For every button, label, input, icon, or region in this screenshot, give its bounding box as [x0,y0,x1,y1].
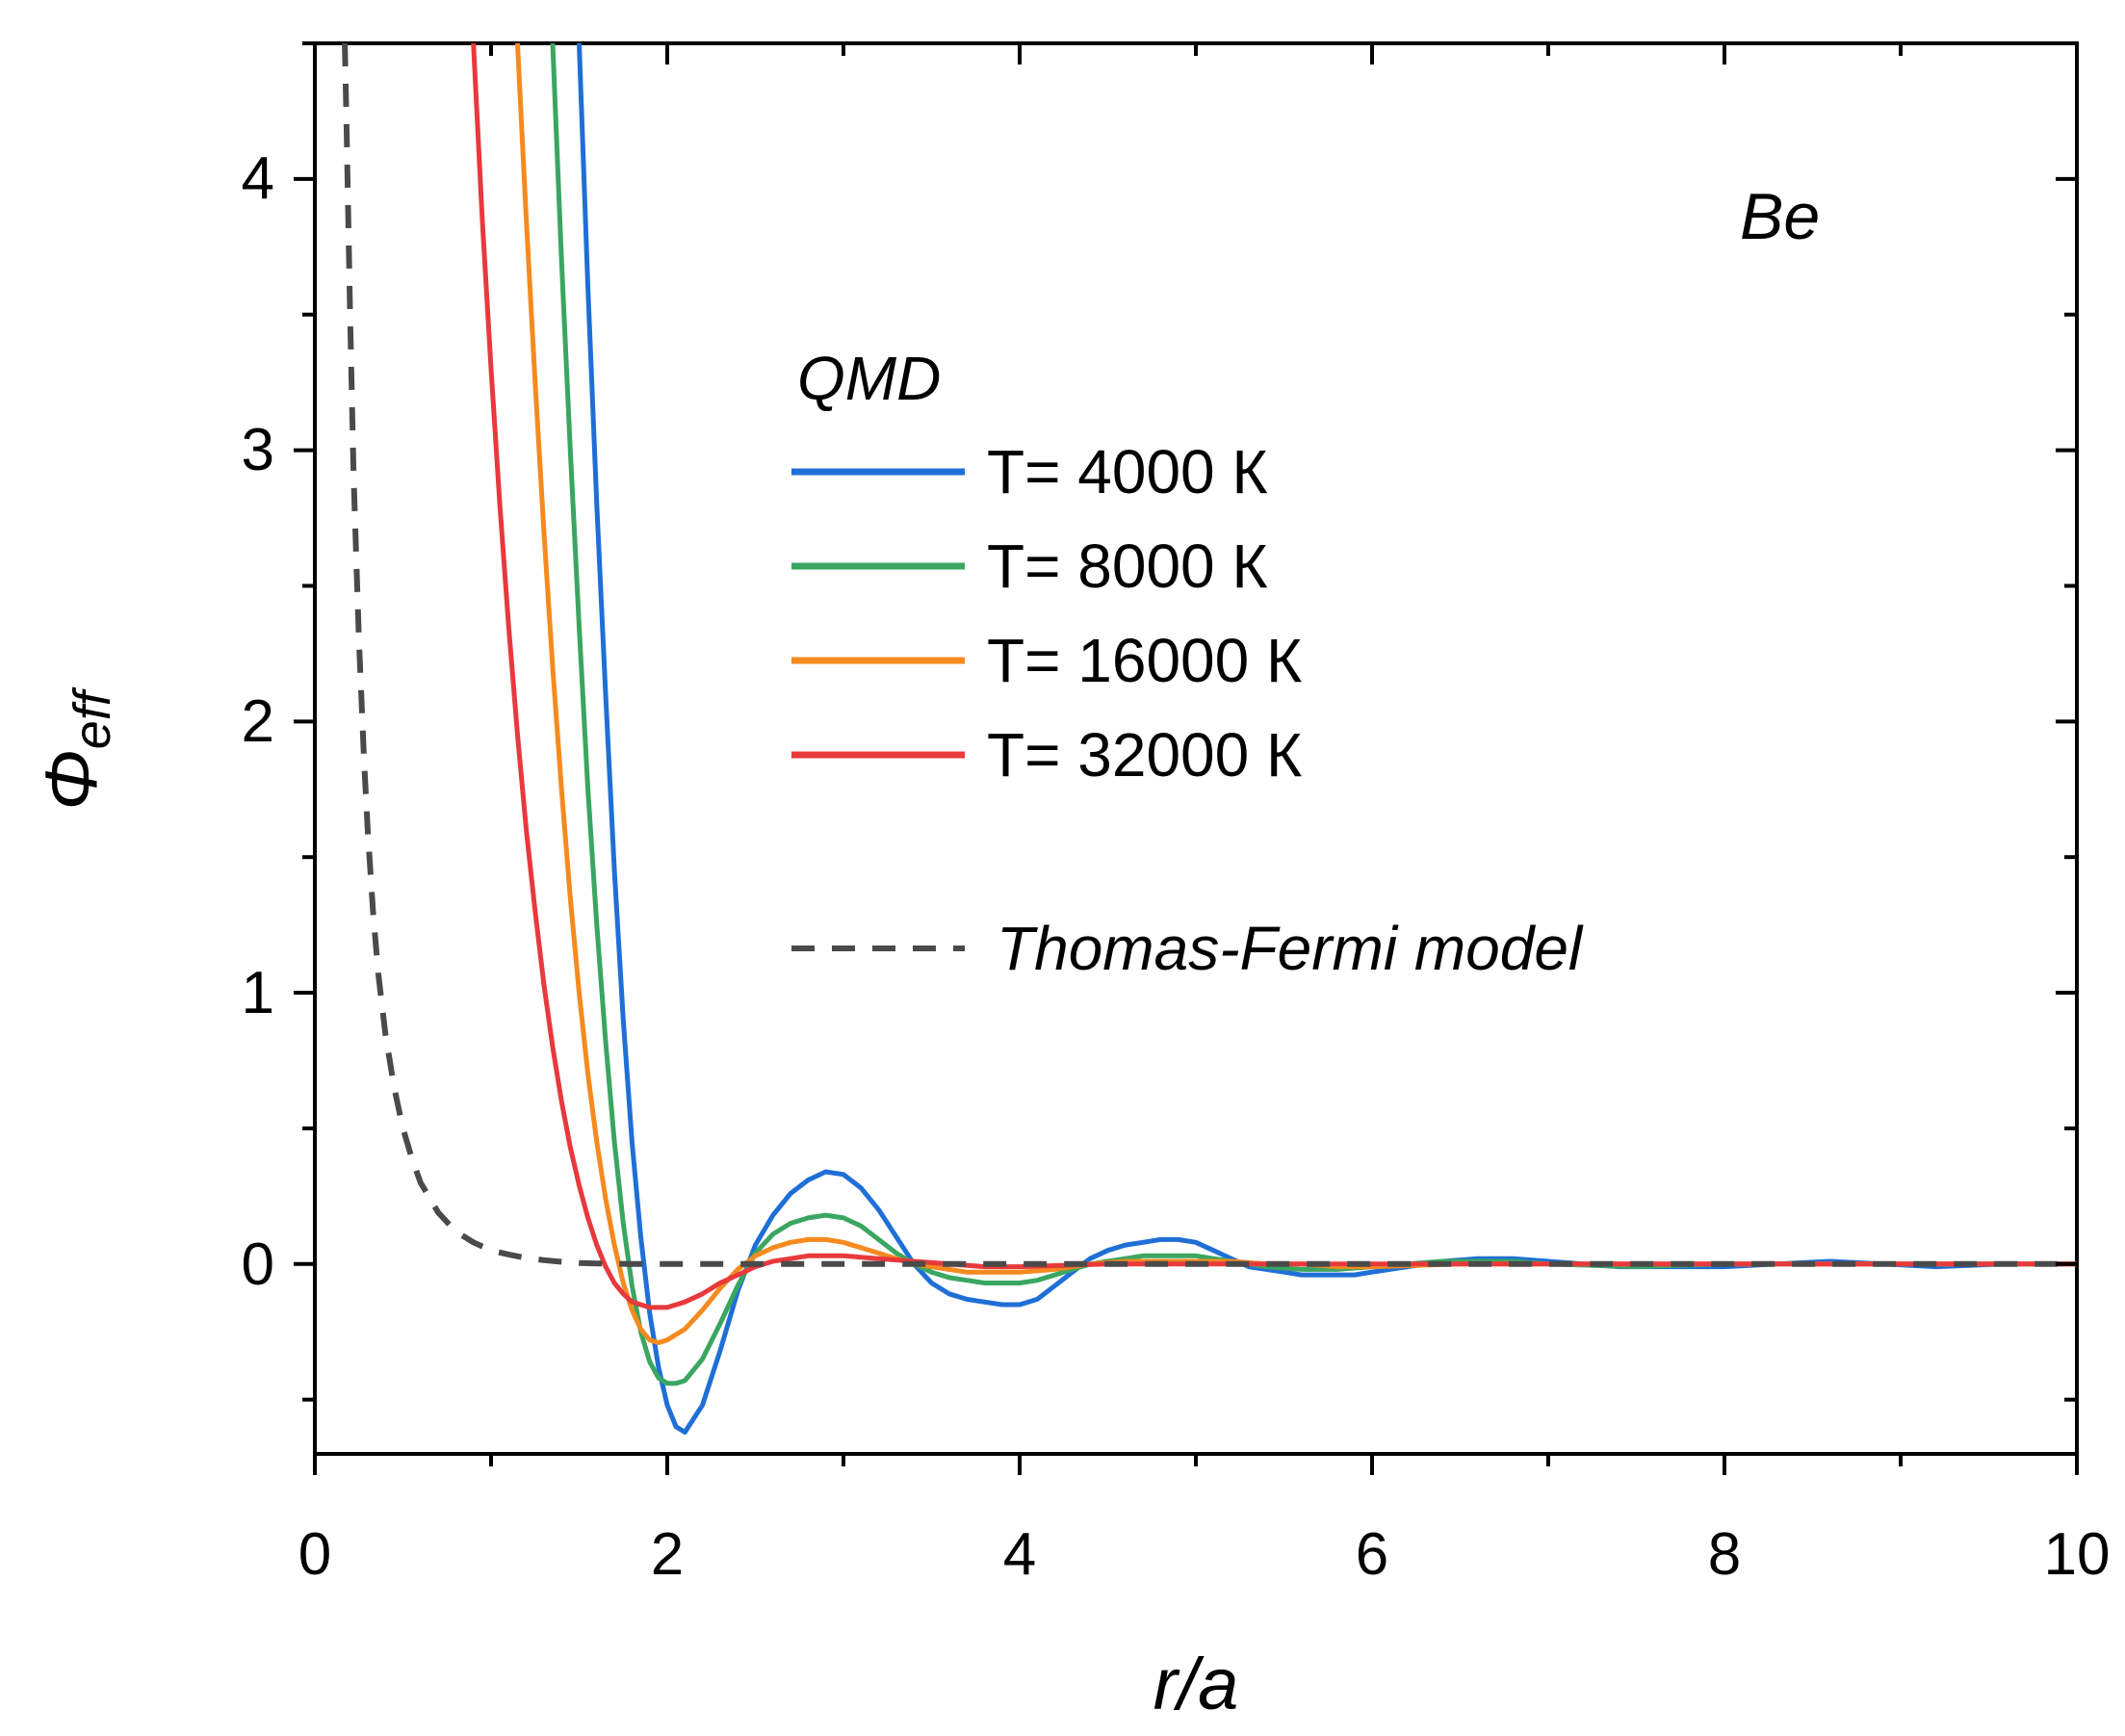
y-axis-title: Φeff [31,687,121,811]
legend-label-8000: T= 8000 К [987,531,1268,601]
x-tick-label: 2 [651,1521,684,1588]
x-tick-label: 10 [2044,1521,2111,1588]
element-annotation: Be [1740,180,1820,253]
legend-label-thomas-fermi: Thomas-Fermi model [997,914,1584,983]
y-axis-title-group: Φeff [31,687,121,811]
y-tick-label: 4 [242,145,274,212]
legend: QMD T= 4000 К T= 8000 К T= 16000 К T= 32… [791,344,1584,983]
series-layer [342,43,2077,1435]
x-axis-title: r/a [1153,1644,1239,1725]
y-tick-label: 3 [242,417,274,483]
series-line-0 [577,43,2077,1435]
x-tick-label: 6 [1356,1521,1388,1588]
legend-label-16000: T= 16000 К [987,626,1302,695]
legend-label-4000: T= 4000 К [987,437,1268,506]
legend-title: QMD [797,344,941,413]
tick-layer [294,41,2079,1475]
x-tick-label: 0 [298,1521,331,1588]
series-line-1 [550,43,2077,1386]
legend-label-32000: T= 32000 К [987,720,1302,790]
y-axis-title-base: Φ [31,749,113,811]
y-tick-label: 1 [242,960,274,1026]
y-axis-title-sub: eff [64,687,121,749]
x-tick-label: 4 [1003,1521,1036,1588]
y-tick-labels: 0 1 2 3 4 [242,145,274,1298]
y-tick-label: 0 [242,1231,274,1298]
y-tick-label: 2 [242,688,274,755]
x-tick-labels: 0 2 4 6 8 10 [298,1521,2111,1588]
series-line-4 [342,43,2077,1267]
x-tick-label: 8 [1708,1521,1741,1588]
